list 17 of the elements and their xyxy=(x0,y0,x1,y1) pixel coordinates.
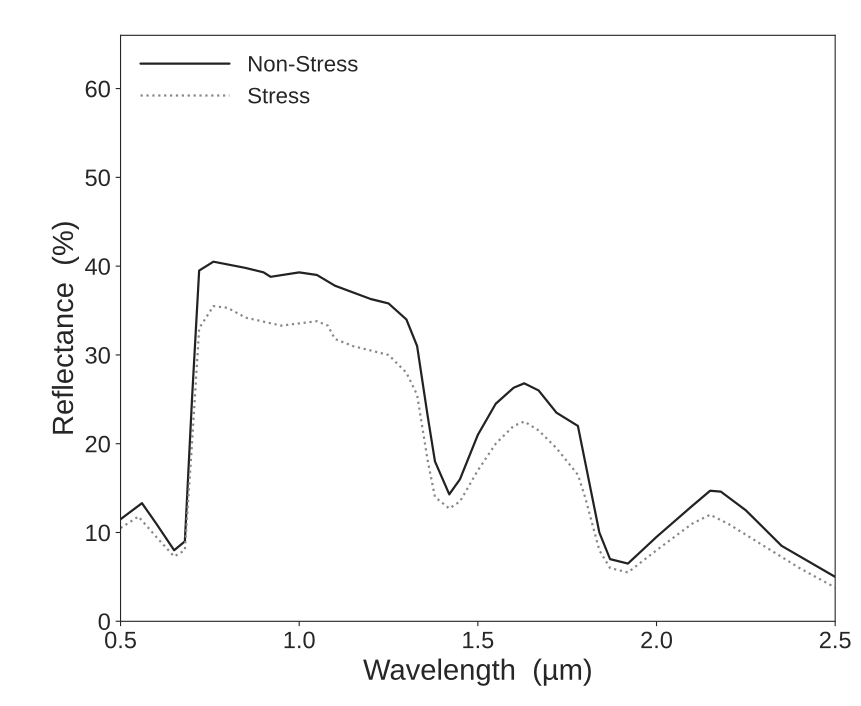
y-tick-label: 60 xyxy=(86,80,110,98)
x-tick-label: 1.5 xyxy=(463,632,494,648)
legend-label: Stress xyxy=(248,88,310,104)
legend-label: Non-Stress xyxy=(249,56,358,72)
y-tick-label: 50 xyxy=(86,169,110,186)
x-tick-label: 0.5 xyxy=(105,632,136,648)
x-tick-label: 1.0 xyxy=(284,632,315,648)
y-tick-label: 40 xyxy=(85,258,110,275)
x-axis-title: Wavelength (µm) xyxy=(363,658,591,686)
x-tick-label: 2.5 xyxy=(820,632,851,648)
line-series xyxy=(120,304,836,589)
y-tick-label: 10 xyxy=(86,524,110,542)
x-tick-label: 2.0 xyxy=(641,632,672,648)
y-tick-label: 20 xyxy=(86,436,110,452)
y-axis-title: Reflectance (%) xyxy=(52,222,79,434)
y-tick-label: 30 xyxy=(85,346,110,364)
y-tick-label: 0 xyxy=(98,613,110,630)
